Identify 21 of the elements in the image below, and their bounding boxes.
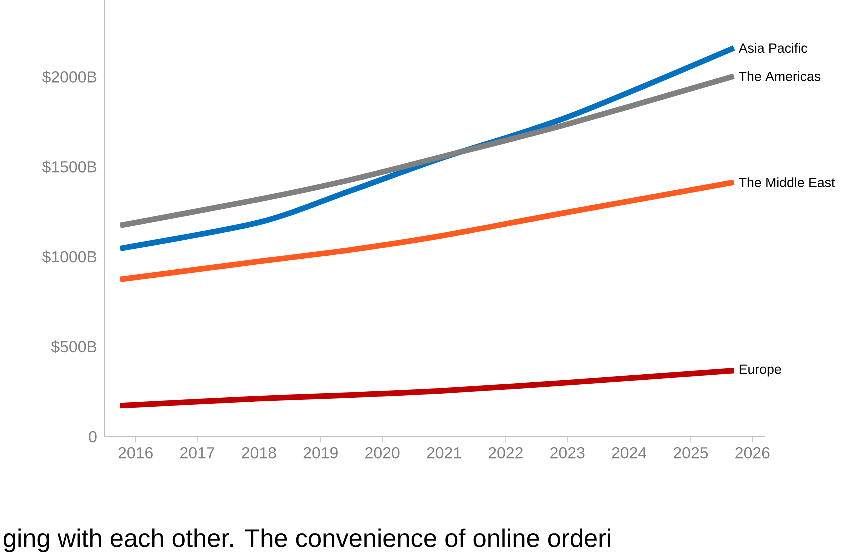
y-tick-label: $500B — [51, 340, 97, 354]
x-tick-label: 2023 — [550, 447, 585, 459]
series-label: The Americas — [739, 72, 821, 82]
y-tick-label: 0 — [89, 431, 97, 443]
series-label: Asia Pacific — [738, 43, 808, 54]
x-tick-label: 2026 — [736, 447, 770, 459]
x-tick-label: 2019 — [304, 447, 338, 459]
series-label: Europe — [740, 364, 782, 377]
y-tick-label: $2000B — [42, 70, 97, 84]
x-tick-label: 2025 — [674, 447, 708, 459]
x-tick-label: 2018 — [242, 447, 276, 459]
x-tick-label: 2022 — [488, 447, 523, 459]
x-tick-label: 2020 — [366, 447, 400, 459]
x-tick-label: 2024 — [612, 447, 647, 459]
y-tick-label: $1500B — [42, 160, 97, 174]
x-tick-label: 2016 — [118, 447, 153, 459]
x-tick-label: 2021 — [427, 447, 462, 459]
y-tick-label: $1000B — [42, 250, 97, 264]
series-label: The Middle East — [739, 178, 836, 188]
x-tick-label: 2017 — [180, 447, 215, 459]
text: ging with each other. The convenience of online orderi — [4, 528, 610, 552]
